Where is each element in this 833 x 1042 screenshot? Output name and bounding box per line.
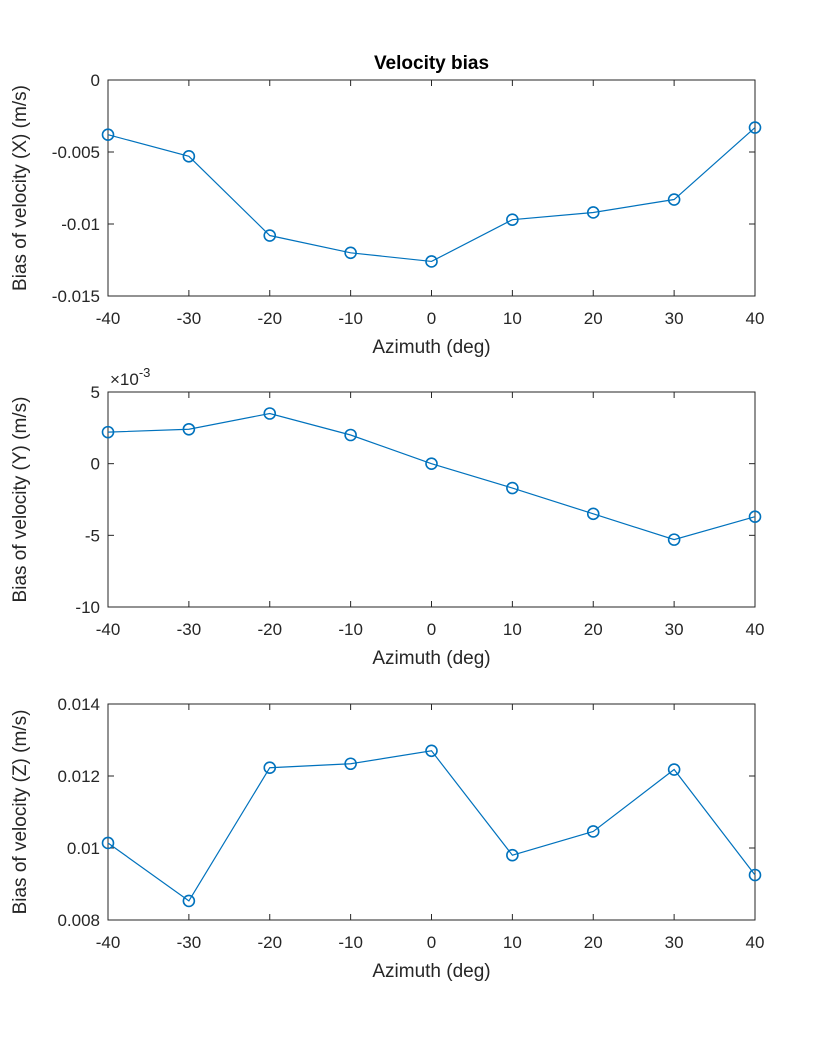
data-point-marker	[586, 206, 600, 219]
y-tick-label: 5	[91, 383, 100, 402]
x-axis-label: Azimuth (deg)	[372, 961, 490, 982]
x-tick-label: 20	[584, 309, 603, 328]
data-point-marker	[344, 428, 357, 442]
data-point-marker	[101, 836, 115, 850]
x-tick-label: -30	[177, 309, 202, 328]
y-tick-label: 0.014	[57, 695, 100, 714]
data-point-marker	[182, 422, 196, 436]
x-tick-label: -40	[96, 620, 121, 639]
x-tick-label: -40	[96, 933, 121, 952]
x-tick-label: -10	[338, 620, 363, 639]
y-axis-label: Bias of velocity (X) (m/s)	[10, 85, 31, 291]
data-point-marker	[506, 481, 519, 495]
x-tick-label: -40	[96, 309, 121, 328]
data-point-marker	[425, 744, 438, 758]
panels: -40 -30 -20 -10 0 10 20 30 40 -0.015 -0.01 -0.005 0 A…	[10, 53, 764, 982]
x-tick-label: 10	[503, 309, 522, 328]
y-tick-label: -10	[75, 598, 100, 617]
data-point-marker	[506, 213, 519, 226]
y-tick-label: 0.008	[57, 911, 100, 930]
data-point-marker	[263, 229, 277, 242]
y-tick-label: 0	[91, 71, 100, 90]
data-point-marker	[263, 407, 277, 420]
data-point-marker	[425, 255, 438, 268]
x-tick-label: -20	[257, 620, 282, 639]
data-point-marker	[748, 510, 762, 524]
data-point-marker	[667, 193, 681, 206]
x-tick-label: 0	[427, 309, 436, 328]
x-tick-label: 20	[584, 620, 603, 639]
x-tick-label: 10	[503, 620, 522, 639]
x-tick-label: 30	[665, 309, 684, 328]
x-tick-label: 10	[503, 933, 522, 952]
x-tick-label: 40	[746, 620, 765, 639]
x-tick-label: -20	[257, 933, 282, 952]
series-line	[107, 412, 756, 541]
data-point-marker	[182, 150, 196, 163]
plot-area	[107, 79, 756, 297]
data-point-marker	[263, 761, 277, 775]
data-point-marker	[506, 848, 519, 862]
x-tick-label: 40	[746, 933, 765, 952]
data-point-marker	[425, 457, 438, 470]
data-point-marker	[344, 757, 357, 771]
y-tick-label: -0.005	[52, 143, 100, 162]
data-point-marker	[748, 121, 762, 134]
data-point-marker	[182, 894, 196, 908]
axes-panel-3: -40 -30 -20 -10 0 10 20 30 40 0.008 0.01 0.012 0.014…	[10, 695, 764, 982]
y-tick-label: -5	[85, 526, 100, 545]
x-tick-label: 0	[427, 620, 436, 639]
y-tick-label: 0.01	[67, 839, 100, 858]
x-axis-label: Azimuth (deg)	[372, 648, 490, 669]
series-line	[107, 750, 756, 902]
plot-area	[107, 391, 756, 608]
y-axis-label: Bias of velocity (Y) (m/s)	[10, 397, 31, 603]
x-tick-label: -10	[338, 309, 363, 328]
x-tick-label: -30	[177, 620, 202, 639]
y-axis-multiplier: ×10-3	[110, 365, 150, 389]
axes-panel-1: -40 -30 -20 -10 0 10 20 30 40 -0.015 -0.01 -0.005 0 A…	[10, 53, 764, 358]
data-point-marker	[586, 507, 600, 521]
x-tick-label: 40	[746, 309, 765, 328]
axes-panel-2: -40 -30 -20 -10 0 10 20 30 40 -10 -5 0 5 ×10-3 Azimuth…	[10, 365, 764, 669]
data-point-marker	[344, 246, 357, 260]
data-point-marker	[101, 128, 115, 142]
x-tick-label: 30	[665, 620, 684, 639]
x-tick-label: -10	[338, 933, 363, 952]
x-axis-label: Azimuth (deg)	[372, 337, 490, 358]
data-point-marker	[748, 868, 762, 882]
x-tick-label: 0	[427, 933, 436, 952]
data-point-marker	[667, 533, 681, 546]
plot-area	[107, 703, 756, 921]
data-point-marker	[586, 825, 600, 838]
chart-title: Velocity bias	[374, 53, 489, 74]
x-tick-label: 20	[584, 933, 603, 952]
x-tick-label: -30	[177, 933, 202, 952]
x-tick-label: 30	[665, 933, 684, 952]
x-tick-label: -20	[257, 309, 282, 328]
y-axis-label: Bias of velocity (Z) (m/s)	[10, 710, 31, 915]
y-tick-label: 0.012	[57, 767, 100, 786]
data-point-marker	[667, 763, 681, 776]
y-tick-label: -0.015	[52, 287, 100, 306]
y-tick-label: 0	[91, 455, 100, 474]
series-line	[107, 127, 756, 263]
data-point-marker	[101, 425, 115, 439]
y-tick-label: -0.01	[61, 215, 100, 234]
